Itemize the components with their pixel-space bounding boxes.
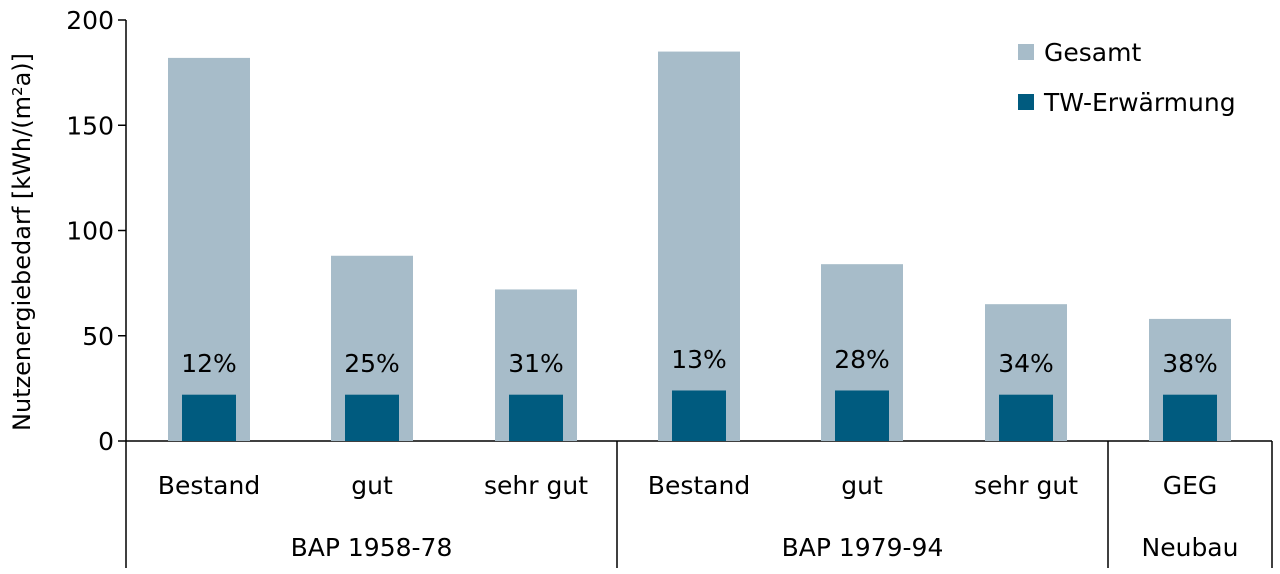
data-label: 38% xyxy=(1162,349,1218,378)
group-label: BAP 1958-78 xyxy=(291,533,453,562)
bar-tw-erwaermung xyxy=(835,390,889,441)
legend-swatch xyxy=(1018,94,1034,110)
data-label: 34% xyxy=(998,349,1054,378)
bar-tw-erwaermung xyxy=(1163,394,1217,441)
y-tick-label: 100 xyxy=(66,217,114,246)
data-label: 25% xyxy=(344,349,400,378)
category-label: sehr gut xyxy=(974,471,1078,500)
legend: Gesamt TW-Erwärmung xyxy=(1018,38,1236,117)
data-label: 31% xyxy=(508,349,564,378)
bar-tw-erwaermung xyxy=(999,394,1053,441)
data-label: 28% xyxy=(834,345,890,374)
bar-tw-erwaermung xyxy=(182,394,236,441)
series-tw-erwaermung xyxy=(182,390,1217,441)
legend-label: TW-Erwärmung xyxy=(1043,88,1236,117)
bar-gesamt xyxy=(168,57,250,441)
series-gesamt xyxy=(168,51,1231,441)
bar-tw-erwaermung xyxy=(509,394,563,441)
y-tick-label: 50 xyxy=(82,322,114,351)
category-labels: Bestand gut sehr gut Bestand gut sehr gut GEG xyxy=(158,471,1217,500)
category-label: gut xyxy=(841,471,883,500)
category-label: GEG xyxy=(1163,471,1218,500)
y-tick-label: 200 xyxy=(66,6,114,35)
data-labels: 12% 25% 31% 13% 28% 34% 38% xyxy=(181,345,1218,378)
y-tick-label: 150 xyxy=(66,111,114,140)
category-label: Bestand xyxy=(648,471,750,500)
bar-tw-erwaermung xyxy=(345,394,399,441)
group-labels: BAP 1958-78 BAP 1979-94 Neubau xyxy=(291,533,1239,562)
category-label: gut xyxy=(351,471,393,500)
group-label: Neubau xyxy=(1142,533,1239,562)
axes: 0 50 100 150 200 xyxy=(66,6,1273,568)
bar-gesamt xyxy=(658,51,740,441)
group-label: BAP 1979-94 xyxy=(782,533,944,562)
data-label: 13% xyxy=(671,345,727,374)
y-axis-title: Nutzenergiebedarf [kWh/(m²a)] xyxy=(8,53,36,431)
y-tick-label: 0 xyxy=(98,427,114,456)
category-label: sehr gut xyxy=(484,471,588,500)
category-label: Bestand xyxy=(158,471,260,500)
bar-tw-erwaermung xyxy=(672,390,726,441)
legend-label: Gesamt xyxy=(1044,38,1141,67)
data-label: 12% xyxy=(181,349,237,378)
legend-swatch xyxy=(1018,44,1034,60)
